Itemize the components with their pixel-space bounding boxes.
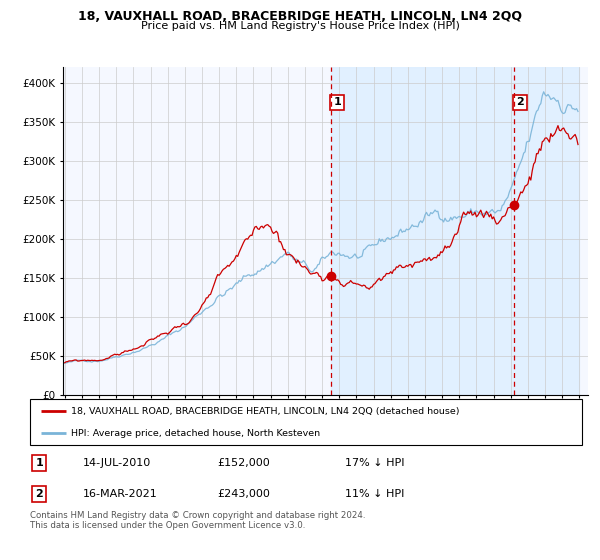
Text: 2: 2 — [516, 97, 524, 108]
Text: Contains HM Land Registry data © Crown copyright and database right 2024.
This d: Contains HM Land Registry data © Crown c… — [30, 511, 365, 530]
Text: 2: 2 — [35, 489, 43, 499]
Text: 17% ↓ HPI: 17% ↓ HPI — [344, 458, 404, 468]
Text: 1: 1 — [35, 458, 43, 468]
FancyBboxPatch shape — [30, 399, 582, 445]
Text: 14-JUL-2010: 14-JUL-2010 — [82, 458, 151, 468]
Text: 18, VAUXHALL ROAD, BRACEBRIDGE HEATH, LINCOLN, LN4 2QQ (detached house): 18, VAUXHALL ROAD, BRACEBRIDGE HEATH, LI… — [71, 407, 460, 416]
Text: £243,000: £243,000 — [218, 489, 271, 499]
Text: £152,000: £152,000 — [218, 458, 271, 468]
Text: 18, VAUXHALL ROAD, BRACEBRIDGE HEATH, LINCOLN, LN4 2QQ: 18, VAUXHALL ROAD, BRACEBRIDGE HEATH, LI… — [78, 10, 522, 23]
Text: Price paid vs. HM Land Registry's House Price Index (HPI): Price paid vs. HM Land Registry's House … — [140, 21, 460, 31]
Text: 11% ↓ HPI: 11% ↓ HPI — [344, 489, 404, 499]
Text: HPI: Average price, detached house, North Kesteven: HPI: Average price, detached house, Nort… — [71, 429, 320, 438]
Bar — [331, 67, 580, 395]
Text: 1: 1 — [333, 97, 341, 108]
Text: 16-MAR-2021: 16-MAR-2021 — [82, 489, 157, 499]
